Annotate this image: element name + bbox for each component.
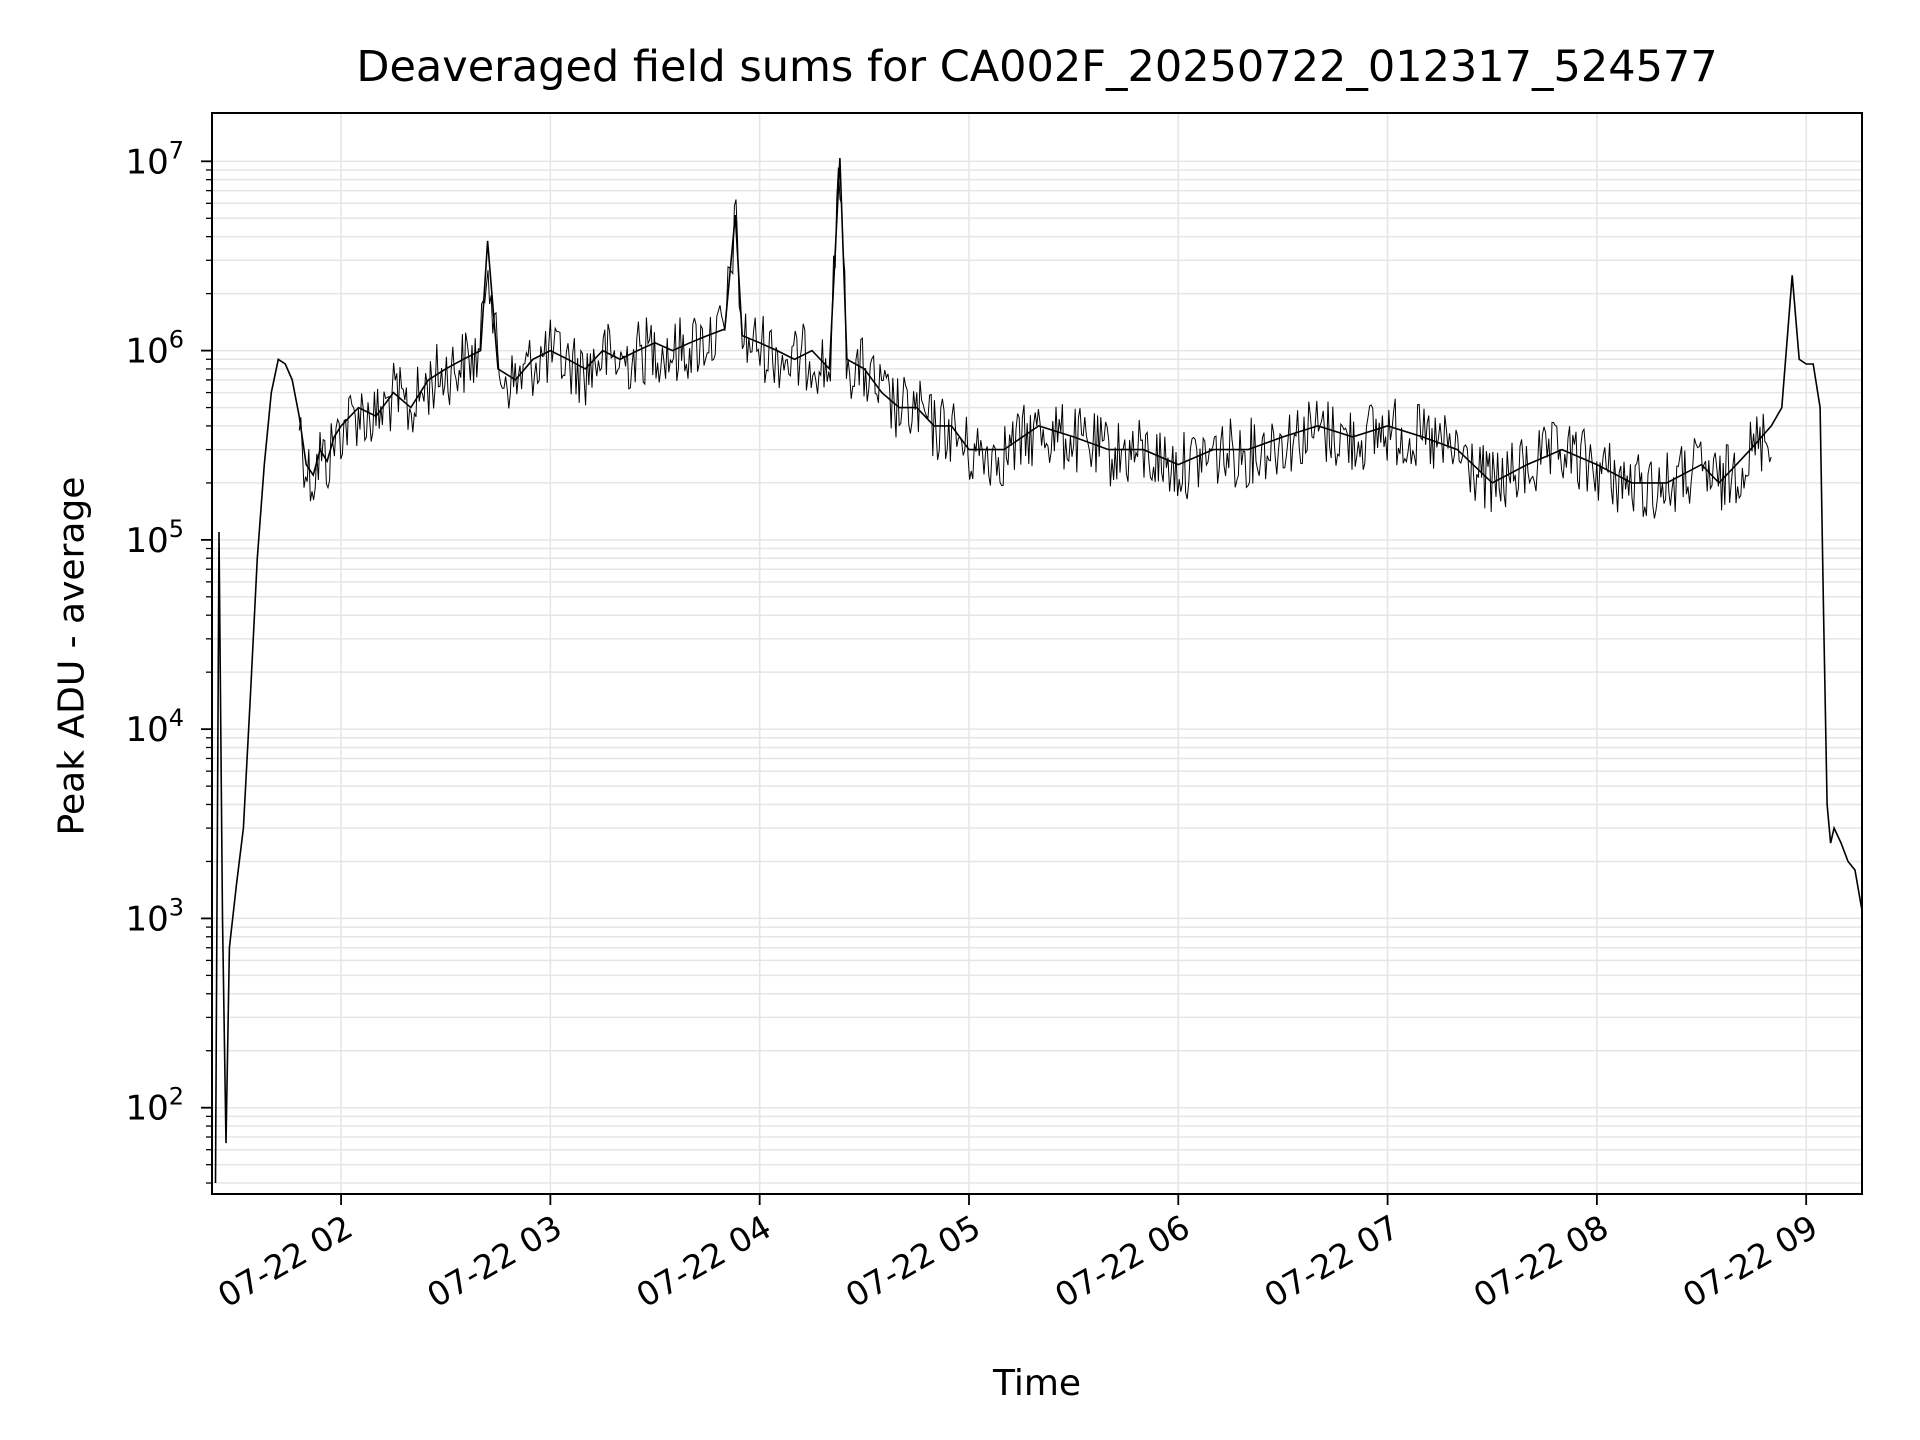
grid bbox=[212, 113, 1862, 1194]
y-tick-label: 105 bbox=[125, 515, 184, 561]
y-tick-label: 106 bbox=[125, 326, 184, 372]
x-axis-label: Time bbox=[992, 1363, 1082, 1404]
series-layer bbox=[214, 158, 1863, 1184]
plot-frame bbox=[211, 112, 1863, 1195]
x-tick-label: 07-22 03 bbox=[420, 1207, 568, 1315]
y-tick-label: 103 bbox=[125, 893, 184, 939]
y-tick-label: 102 bbox=[125, 1083, 184, 1129]
chart-title: Deaveraged field sums for CA002F_2025072… bbox=[356, 42, 1718, 92]
x-tick-label: 07-22 08 bbox=[1467, 1207, 1615, 1315]
y-tick-label: 104 bbox=[125, 704, 184, 750]
series-noise-texture bbox=[298, 167, 1772, 519]
x-tick-label: 07-22 09 bbox=[1676, 1207, 1824, 1315]
x-tick-label: 07-22 02 bbox=[211, 1207, 359, 1315]
x-tick-label: 07-22 07 bbox=[1258, 1207, 1406, 1315]
x-tick-label: 07-22 04 bbox=[630, 1207, 778, 1315]
series-line bbox=[214, 158, 1863, 1184]
x-tick-label: 07-22 05 bbox=[839, 1207, 987, 1315]
y-tick-label: 107 bbox=[125, 136, 184, 182]
x-tick-label: 07-22 06 bbox=[1048, 1207, 1196, 1315]
axes: 102 103 104 105 106 107 07-22 02 07-22 03 07-22 … bbox=[125, 136, 1824, 1315]
